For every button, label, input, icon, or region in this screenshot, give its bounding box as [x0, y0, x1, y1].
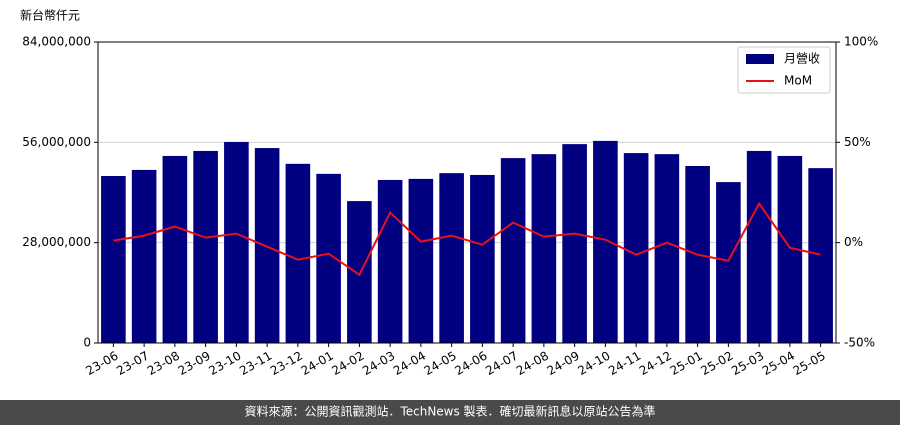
line — [113, 201, 821, 277]
bar — [531, 154, 557, 343]
legend-swatch — [746, 54, 774, 64]
x-tick-label: 25-01 — [668, 349, 705, 379]
x-tick-label: 24-09 — [545, 349, 582, 379]
legend-label: 月營收 — [784, 52, 820, 66]
bar — [101, 176, 126, 343]
footer-bar — [0, 400, 900, 425]
footer-text: 資料來源：公開資訊觀測站．TechNews 製表．確切最新訊息以原站公告為準 — [244, 404, 655, 419]
y-tick-label: 28,000,000 — [22, 235, 91, 249]
x-tick-label: 24-11 — [606, 349, 643, 379]
bar — [808, 168, 833, 343]
legend-label: MoM — [784, 74, 812, 88]
y-tick-label: 56,000,000 — [22, 135, 91, 149]
x-tick-label: 24-06 — [452, 349, 489, 379]
bar — [623, 153, 649, 343]
x-tick-label: 24-08 — [514, 349, 551, 379]
x-tick-label: 23-11 — [237, 349, 274, 379]
x-tick-label: 24-07 — [483, 349, 520, 379]
x-tick-label: 24-04 — [391, 349, 428, 379]
bar — [224, 141, 249, 343]
bar — [377, 179, 403, 343]
y2-tick-label: 100% — [844, 35, 878, 49]
y2-tick-label: -50% — [844, 336, 875, 350]
bar — [347, 201, 372, 343]
bar — [500, 158, 526, 343]
x-tick-label: 24-05 — [422, 349, 459, 379]
bar — [562, 144, 587, 343]
x-tick-label: 23-09 — [176, 349, 213, 379]
y-tick-label: 0 — [83, 336, 91, 350]
y-tick-label: 84,000,000 — [22, 35, 91, 49]
y2-tick-label: 50% — [844, 135, 871, 149]
x-tick-label: 23-08 — [145, 349, 182, 379]
x-tick-label: 25-03 — [729, 349, 766, 379]
x-tick-label: 23-07 — [114, 349, 151, 379]
x-tick-label: 24-03 — [360, 349, 397, 379]
x-tick-label: 24-01 — [299, 349, 336, 379]
x-tick-label: 24-12 — [637, 349, 674, 379]
bar — [746, 150, 772, 343]
bar — [439, 173, 464, 343]
y-axis-label: 新台幣仟元 — [20, 8, 80, 23]
x-tick-label: 23-06 — [83, 349, 120, 379]
x-tick-label: 24-10 — [575, 349, 612, 379]
bar — [131, 169, 157, 343]
bar — [593, 140, 618, 343]
bar — [470, 174, 495, 343]
x-tick-label: 25-02 — [698, 349, 735, 379]
bar — [716, 182, 741, 343]
bar — [193, 150, 218, 343]
bar — [254, 148, 280, 343]
plot-frame — [97, 41, 837, 344]
y2-tick-label: 0% — [844, 235, 863, 249]
bar — [654, 154, 680, 343]
x-tick-label: 25-05 — [791, 349, 828, 379]
bar — [408, 178, 434, 343]
x-tick-label: 25-04 — [760, 349, 797, 379]
bar — [162, 155, 188, 343]
x-tick-label: 24-02 — [329, 349, 366, 379]
x-tick-label: 23-12 — [268, 349, 305, 379]
x-tick-label: 23-10 — [206, 349, 243, 379]
bar — [285, 163, 311, 343]
